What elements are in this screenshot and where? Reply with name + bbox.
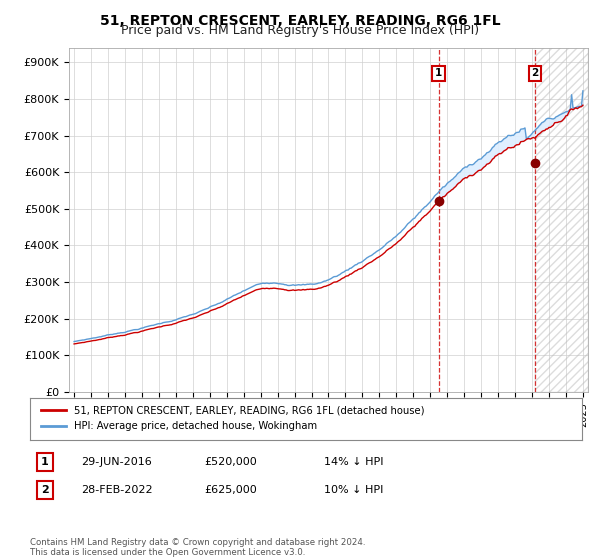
Text: 28-FEB-2022: 28-FEB-2022 [81,485,152,495]
Text: 2: 2 [41,485,49,495]
Text: £520,000: £520,000 [204,457,257,467]
Text: 1: 1 [41,457,49,467]
Text: 2: 2 [531,68,539,78]
Text: 14% ↓ HPI: 14% ↓ HPI [324,457,383,467]
Text: 10% ↓ HPI: 10% ↓ HPI [324,485,383,495]
Text: 1: 1 [435,68,442,78]
Text: Price paid vs. HM Land Registry's House Price Index (HPI): Price paid vs. HM Land Registry's House … [121,24,479,37]
Text: 29-JUN-2016: 29-JUN-2016 [81,457,152,467]
Text: £625,000: £625,000 [204,485,257,495]
Text: 51, REPTON CRESCENT, EARLEY, READING, RG6 1FL: 51, REPTON CRESCENT, EARLEY, READING, RG… [100,14,500,28]
Text: Contains HM Land Registry data © Crown copyright and database right 2024.
This d: Contains HM Land Registry data © Crown c… [30,538,365,557]
Legend: 51, REPTON CRESCENT, EARLEY, READING, RG6 1FL (detached house), HPI: Average pri: 51, REPTON CRESCENT, EARLEY, READING, RG… [35,400,431,437]
